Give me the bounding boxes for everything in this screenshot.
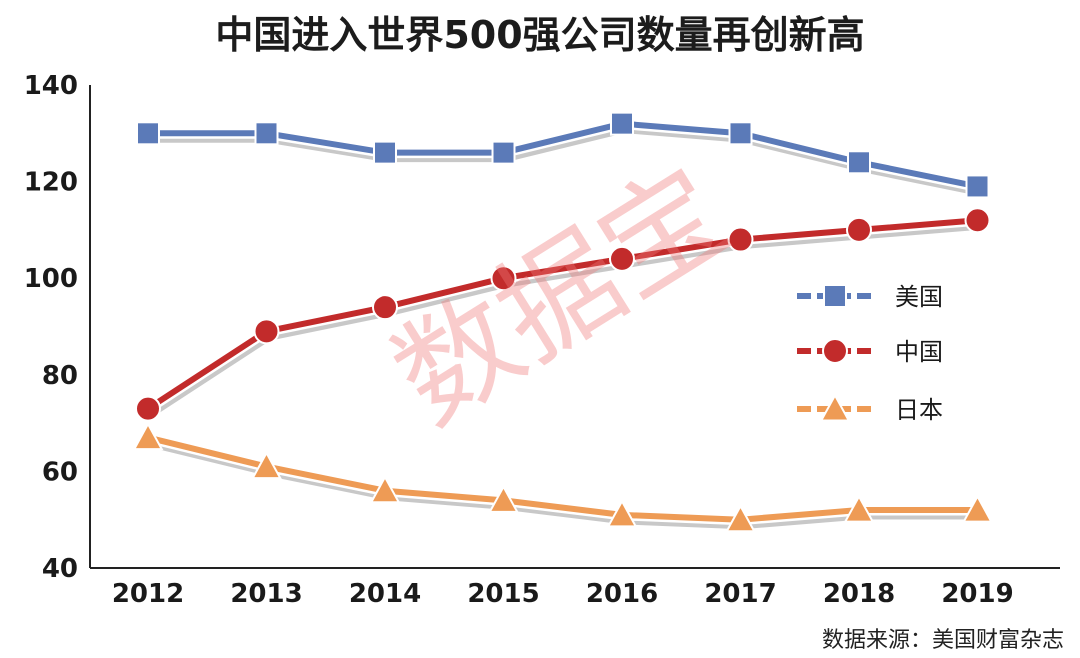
- data-point: [962, 494, 993, 523]
- legend-item-0: 美国: [797, 283, 943, 311]
- series-line: [145, 120, 981, 190]
- data-point: [372, 294, 398, 321]
- data-point: [488, 484, 519, 513]
- legend-item-2: 日本: [797, 393, 943, 424]
- y-tick-label: 120: [24, 168, 78, 198]
- data-point: [727, 226, 754, 253]
- x-tick-label: 2019: [941, 579, 1013, 609]
- data-point: [253, 318, 280, 345]
- series-0: [136, 111, 990, 199]
- x-tick-label: 2017: [704, 579, 776, 609]
- data-point: [490, 265, 517, 292]
- data-point: [725, 504, 756, 533]
- legend-label: 日本: [895, 396, 943, 424]
- x-tick-label: 2018: [823, 579, 895, 609]
- series-group: [132, 111, 993, 533]
- x-tick-label: 2013: [230, 579, 302, 609]
- data-point: [136, 121, 160, 146]
- data-point: [843, 494, 875, 523]
- series-shadow: [145, 220, 984, 419]
- series-outline: [142, 214, 983, 415]
- y-tick-label: 140: [24, 71, 78, 101]
- x-tick-label: 2012: [112, 579, 184, 609]
- series-line: [145, 434, 981, 523]
- series-1: [135, 207, 991, 422]
- data-point: [369, 475, 401, 504]
- legend-label: 美国: [895, 283, 943, 311]
- data-point: [728, 121, 753, 146]
- data-point: [254, 121, 279, 146]
- data-point: [135, 395, 161, 422]
- source-note: 数据来源：美国财富杂志: [821, 628, 1064, 653]
- data-point: [964, 207, 991, 234]
- data-point: [965, 174, 990, 199]
- series-2: [132, 421, 993, 533]
- legend-marker: [819, 393, 851, 422]
- y-tick-label: 40: [42, 554, 78, 584]
- x-tick-label: 2016: [586, 579, 658, 609]
- y-tick-label: 100: [24, 264, 78, 294]
- legend-label: 中国: [895, 338, 943, 366]
- y-tick-label: 60: [42, 457, 78, 487]
- data-point: [609, 245, 635, 272]
- chart-title: 中国进入世界500强公司数量再创新高: [215, 13, 865, 57]
- legend-marker: [822, 338, 848, 364]
- x-axis-ticks: 2012 2013 2014 2015 2016 2017 2018 2019: [112, 579, 1014, 609]
- data-point: [132, 421, 164, 451]
- x-tick-label: 2015: [467, 579, 539, 609]
- y-axis-ticks: 140 120 100 80 60 40: [24, 71, 78, 584]
- legend-item-1: 中国: [797, 338, 943, 366]
- data-point: [847, 150, 871, 175]
- series-line: [145, 217, 981, 412]
- data-point: [610, 111, 634, 136]
- y-tick-label: 80: [42, 361, 78, 391]
- data-point: [251, 450, 282, 480]
- legend-marker: [823, 284, 847, 308]
- data-point: [373, 140, 397, 165]
- x-tick-label: 2014: [349, 579, 421, 609]
- data-point: [491, 140, 516, 165]
- data-point: [846, 216, 872, 243]
- data-point: [606, 499, 638, 528]
